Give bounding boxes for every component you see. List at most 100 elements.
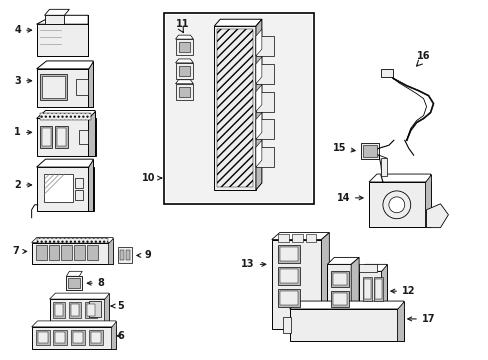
Polygon shape	[108, 238, 113, 264]
Polygon shape	[326, 257, 358, 264]
Text: 3: 3	[14, 76, 32, 86]
Bar	[75, 178, 83, 188]
Bar	[40, 74, 67, 100]
Text: 9: 9	[137, 251, 151, 260]
Bar	[76, 79, 88, 95]
Bar	[85, 302, 97, 318]
Bar	[165, 15, 312, 202]
Bar	[73, 332, 83, 343]
Bar	[271, 239, 321, 329]
Bar	[68, 278, 80, 288]
Bar	[57, 129, 66, 146]
Bar	[163, 13, 314, 204]
Bar	[37, 69, 93, 107]
Bar	[277, 289, 299, 307]
Bar	[75, 190, 83, 200]
Bar	[217, 29, 252, 187]
Polygon shape	[32, 321, 116, 327]
Bar	[40, 126, 52, 148]
Polygon shape	[255, 19, 262, 190]
Bar	[331, 291, 348, 307]
Bar	[44, 15, 64, 24]
Bar	[255, 147, 273, 167]
Bar	[289, 309, 403, 341]
Text: 8: 8	[87, 278, 104, 288]
Bar	[255, 64, 273, 84]
Polygon shape	[255, 29, 262, 56]
Polygon shape	[175, 59, 193, 63]
Bar	[358, 264, 376, 272]
Polygon shape	[37, 111, 95, 118]
Bar	[279, 269, 297, 283]
Polygon shape	[368, 174, 429, 182]
Bar	[277, 234, 288, 242]
Polygon shape	[289, 301, 403, 309]
Bar	[214, 26, 255, 190]
Bar	[282, 317, 290, 333]
Text: 1: 1	[14, 127, 32, 138]
Polygon shape	[88, 61, 93, 107]
Bar	[43, 174, 73, 202]
Text: 6: 6	[117, 331, 124, 341]
Bar	[41, 76, 65, 98]
Bar	[331, 271, 348, 287]
Polygon shape	[32, 238, 113, 243]
Polygon shape	[214, 19, 262, 26]
Bar	[362, 145, 376, 157]
Polygon shape	[321, 233, 328, 329]
Text: 12: 12	[390, 286, 415, 296]
Text: 17: 17	[407, 314, 434, 324]
Bar	[255, 92, 273, 112]
Bar	[175, 84, 193, 100]
Bar	[175, 39, 193, 55]
Bar	[89, 301, 101, 317]
Text: 7: 7	[12, 247, 26, 256]
Bar	[368, 182, 429, 227]
Polygon shape	[111, 321, 116, 349]
Bar	[53, 330, 67, 345]
Bar	[178, 87, 190, 96]
Bar	[37, 167, 94, 211]
Circle shape	[388, 197, 404, 213]
Bar	[333, 273, 346, 285]
Polygon shape	[88, 159, 93, 211]
Bar	[87, 246, 98, 260]
Bar	[380, 158, 386, 176]
Bar	[175, 63, 193, 79]
Bar	[38, 332, 47, 343]
Circle shape	[382, 191, 410, 219]
Bar	[79, 130, 88, 144]
Bar	[279, 291, 297, 305]
Text: 5: 5	[111, 301, 124, 311]
Polygon shape	[396, 301, 403, 341]
Bar	[37, 24, 88, 56]
Bar	[326, 264, 358, 319]
Polygon shape	[49, 293, 109, 299]
Text: 2: 2	[14, 180, 32, 190]
Bar	[37, 118, 96, 156]
Text: 4: 4	[14, 25, 32, 35]
Bar	[291, 234, 302, 242]
Polygon shape	[44, 9, 69, 15]
Bar	[360, 143, 378, 159]
Bar	[48, 246, 60, 260]
Polygon shape	[255, 85, 262, 112]
Bar	[37, 238, 108, 243]
Bar	[255, 120, 273, 139]
Text: 15: 15	[332, 143, 354, 153]
Bar	[305, 234, 316, 242]
Polygon shape	[175, 35, 193, 39]
Bar	[61, 246, 72, 260]
Bar	[66, 276, 82, 290]
Bar	[380, 69, 392, 77]
Polygon shape	[350, 257, 358, 319]
Bar	[32, 327, 116, 349]
Bar	[89, 330, 103, 345]
Polygon shape	[358, 264, 386, 271]
Bar	[55, 126, 68, 148]
Bar	[74, 246, 85, 260]
Text: 14: 14	[336, 193, 362, 203]
Bar	[49, 299, 109, 321]
Bar	[364, 279, 370, 299]
Bar	[71, 304, 79, 316]
